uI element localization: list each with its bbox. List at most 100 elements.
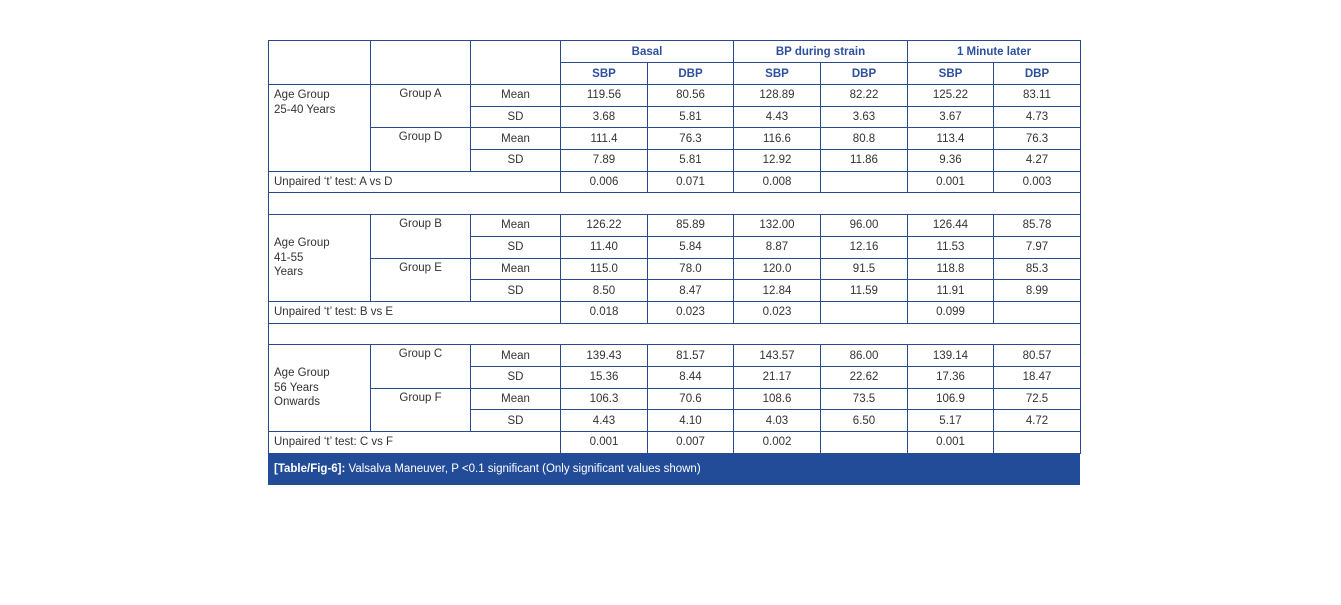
value-cell: 83.11 [992, 84, 1082, 107]
header-empty-cell [370, 40, 471, 85]
stat-label: SD [470, 365, 561, 389]
age-group-cell: Age Group 56 Years Onwards [268, 344, 371, 432]
stat-label: SD [470, 235, 561, 259]
value-cell: 21.17 [733, 365, 821, 389]
header-dbp: DBP [647, 62, 734, 85]
value-cell: 4.43 [560, 409, 648, 432]
age-group-cell: Age Group 41-55 Years [268, 214, 371, 302]
value-cell: 3.67 [907, 105, 994, 129]
value-cell: 85.89 [647, 214, 734, 237]
value-cell: 126.44 [907, 214, 994, 237]
value-cell: 80.56 [647, 84, 734, 107]
stat-label: Mean [470, 387, 561, 411]
value-cell: 4.27 [992, 149, 1082, 172]
value-cell: 8.44 [647, 365, 734, 389]
p-value-cell [992, 431, 1082, 454]
value-cell: 132.00 [733, 214, 821, 237]
value-cell: 139.14 [907, 344, 994, 367]
p-value-cell: 0.023 [647, 300, 734, 324]
p-value-cell [820, 170, 908, 194]
value-cell: 106.3 [560, 387, 648, 411]
table-row: SD 7.89 5.81 12.92 11.86 9.36 4.27 [269, 149, 1082, 172]
value-cell: 8.87 [733, 235, 821, 259]
value-cell: 3.68 [560, 105, 648, 129]
value-cell: 70.6 [647, 387, 734, 411]
header-row-subcolumns: SBP DBP SBP DBP SBP DBP [269, 62, 1082, 85]
caption-label: [Table/Fig-6]: [274, 462, 346, 475]
table-caption: [Table/Fig-6]: Valsalva Maneuver, P <0.1… [268, 453, 1080, 485]
value-cell: 22.62 [820, 365, 908, 389]
p-value-cell: 0.001 [560, 431, 648, 454]
p-value-cell: 0.099 [907, 300, 994, 324]
ttest-label: Unpaired ‘t’ test: B vs E [268, 300, 561, 324]
value-cell: 106.9 [907, 387, 994, 411]
value-cell: 6.50 [820, 409, 908, 432]
header-sbp: SBP [733, 62, 821, 85]
spacer-row [267, 192, 1082, 216]
value-cell: 108.6 [733, 387, 821, 411]
value-cell: 80.57 [992, 344, 1082, 367]
age-group-label: Onwards [274, 396, 321, 409]
value-cell: 15.36 [560, 365, 648, 389]
header-dbp: DBP [992, 62, 1082, 85]
value-cell: 12.84 [733, 279, 821, 302]
stat-label: SD [470, 409, 561, 432]
value-cell: 139.43 [560, 344, 648, 367]
value-cell: 113.4 [907, 127, 994, 151]
value-cell: 5.81 [647, 149, 734, 172]
header-empty-cell [268, 40, 371, 85]
group-name: Group E [370, 257, 471, 302]
age-group-label: Age Group [274, 367, 330, 380]
value-cell: 82.22 [820, 84, 908, 107]
value-cell: 12.16 [820, 235, 908, 259]
p-value-cell [820, 300, 908, 324]
value-cell: 4.03 [733, 409, 821, 432]
value-cell: 7.97 [992, 235, 1082, 259]
stat-label: Mean [470, 127, 561, 151]
value-cell: 111.4 [560, 127, 648, 151]
value-cell: 5.81 [647, 105, 734, 129]
value-cell: 125.22 [907, 84, 994, 107]
ttest-label: Unpaired ‘t’ test: A vs D [268, 170, 561, 194]
table-row: Group E Mean 115.0 78.0 120.0 91.5 118.8 85.3 [269, 257, 1082, 302]
value-cell: 4.72 [992, 409, 1082, 432]
value-cell: 78.0 [647, 257, 734, 281]
value-cell: 86.00 [820, 344, 908, 367]
value-cell: 18.47 [992, 365, 1082, 389]
p-value-cell [992, 300, 1082, 324]
value-cell: 11.53 [907, 235, 994, 259]
value-cell: 5.17 [907, 409, 994, 432]
results-table-figure: Basal BP during strain 1 Minute later SB… [267, 40, 1082, 485]
spacer-cell [267, 322, 1082, 346]
table-row: Age Group 25-40 Years Group A Mean 119.56 80.… [268, 83, 1082, 172]
p-value-cell: 0.003 [992, 170, 1082, 194]
p-value-cell: 0.007 [647, 431, 734, 454]
group-name: Group D [370, 127, 471, 172]
group-name: Group A [370, 83, 471, 129]
header-empty-cell [470, 40, 561, 85]
p-value-cell: 0.018 [560, 300, 648, 324]
age-group-label: 56 Years [274, 381, 319, 394]
value-cell: 4.10 [647, 409, 734, 432]
stat-label: Mean [470, 344, 561, 367]
ttest-row: Unpaired ‘t’ test: A vs D 0.006 0.071 0.008… [268, 170, 1082, 194]
header-bp-during-strain: BP during strain [733, 40, 908, 63]
age-group-label: Years [274, 266, 303, 279]
valsalva-table: Basal BP during strain 1 Minute later SB… [267, 40, 1082, 454]
value-cell: 11.59 [820, 279, 908, 302]
value-cell: 85.78 [992, 214, 1082, 237]
value-cell: 9.36 [907, 149, 994, 172]
stat-label: SD [470, 279, 561, 302]
value-cell: 7.89 [560, 149, 648, 172]
group-name: Group C [370, 344, 471, 389]
value-cell: 3.63 [820, 105, 908, 129]
value-cell: 4.43 [733, 105, 821, 129]
p-value-cell: 0.008 [733, 170, 821, 194]
stat-label: Mean [470, 214, 561, 237]
value-cell: 76.3 [992, 127, 1082, 151]
table-row: Group D Mean 111.4 76.3 116.6 80.8 113.4 76.3 [269, 127, 1082, 172]
spacer-row [267, 322, 1082, 346]
value-cell: 73.5 [820, 387, 908, 411]
age-group-cell: Age Group 25-40 Years [268, 84, 371, 172]
value-cell: 8.99 [992, 279, 1082, 302]
